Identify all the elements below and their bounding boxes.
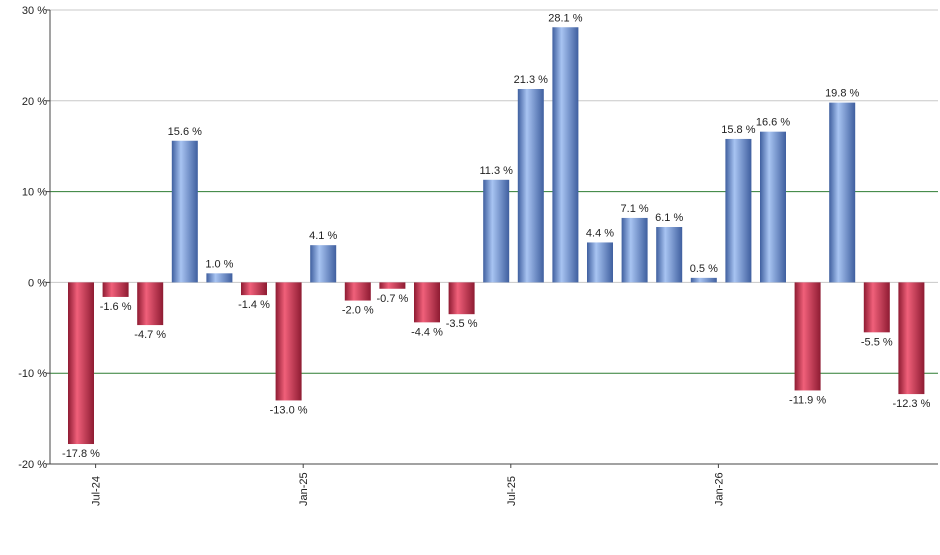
data-label: 15.8 % bbox=[721, 124, 755, 136]
data-label: 16.6 % bbox=[756, 117, 790, 129]
bar bbox=[898, 282, 925, 395]
data-label: -0.7 % bbox=[377, 293, 409, 305]
bar bbox=[414, 282, 440, 323]
data-labels: -17.8 % -1.6 % -4.7 % 15.6 % 1.0 % -1.4 % -13.… bbox=[62, 12, 931, 460]
x-tick-label: Jan-25 bbox=[298, 472, 310, 506]
bar bbox=[690, 277, 717, 283]
bar bbox=[448, 282, 475, 315]
bar bbox=[760, 131, 786, 283]
data-label: 11.3 % bbox=[479, 165, 513, 177]
x-tick-label: Jan-26 bbox=[713, 472, 725, 506]
bar bbox=[275, 282, 302, 401]
bar bbox=[344, 282, 371, 301]
data-label: -13.0 % bbox=[270, 404, 308, 416]
bar bbox=[102, 282, 129, 297]
bar bbox=[483, 179, 510, 283]
x-tick-label: Jul-25 bbox=[506, 476, 518, 506]
bar bbox=[725, 138, 752, 283]
bar bbox=[137, 282, 164, 326]
bar bbox=[587, 242, 613, 283]
data-label: -1.4 % bbox=[238, 299, 270, 311]
bar bbox=[656, 227, 683, 283]
y-tick-label: -10 % bbox=[18, 368, 47, 380]
data-label: -11.9 % bbox=[789, 394, 826, 406]
bar bbox=[379, 282, 406, 289]
bar bbox=[206, 273, 233, 283]
bar bbox=[241, 282, 267, 296]
bar bbox=[829, 102, 856, 283]
data-label: -4.4 % bbox=[411, 326, 443, 338]
data-label: 7.1 % bbox=[621, 203, 649, 215]
y-tick-label: 20 % bbox=[22, 96, 47, 108]
data-label: -12.3 % bbox=[892, 398, 930, 410]
data-label: 4.1 % bbox=[309, 230, 337, 242]
data-label: -17.8 % bbox=[62, 448, 100, 460]
y-tick-label: 0 % bbox=[28, 277, 47, 289]
bar bbox=[621, 217, 648, 283]
data-label: 15.6 % bbox=[168, 126, 202, 138]
data-label: 28.1 % bbox=[548, 12, 582, 24]
axes: 30 % 20 % 10 % 0 % -10 % -20 % Jul-24 Jan-25 Jul… bbox=[18, 5, 938, 506]
y-tick-label: 10 % bbox=[22, 187, 47, 199]
bar bbox=[517, 88, 544, 283]
data-label: -2.0 % bbox=[342, 305, 374, 317]
data-label: -5.5 % bbox=[861, 336, 893, 348]
data-label: 19.8 % bbox=[825, 88, 859, 100]
bar bbox=[863, 282, 890, 333]
bar bbox=[171, 140, 198, 283]
y-tick-label: 30 % bbox=[22, 5, 47, 17]
data-label: 6.1 % bbox=[655, 212, 683, 224]
data-label: -1.6 % bbox=[100, 301, 132, 313]
bar bbox=[552, 27, 579, 283]
data-label: 21.3 % bbox=[514, 74, 548, 86]
x-tick-label: Jul-24 bbox=[91, 476, 103, 506]
bar bbox=[68, 282, 94, 445]
y-tick-label: -20 % bbox=[18, 459, 47, 471]
bars bbox=[68, 27, 925, 445]
data-label: 0.5 % bbox=[690, 263, 718, 275]
data-label: -3.5 % bbox=[446, 318, 478, 330]
data-label: -4.7 % bbox=[134, 329, 166, 341]
bar bbox=[794, 282, 821, 391]
data-label: 4.4 % bbox=[586, 227, 614, 239]
data-label: 1.0 % bbox=[205, 258, 233, 270]
bar bbox=[310, 245, 337, 283]
